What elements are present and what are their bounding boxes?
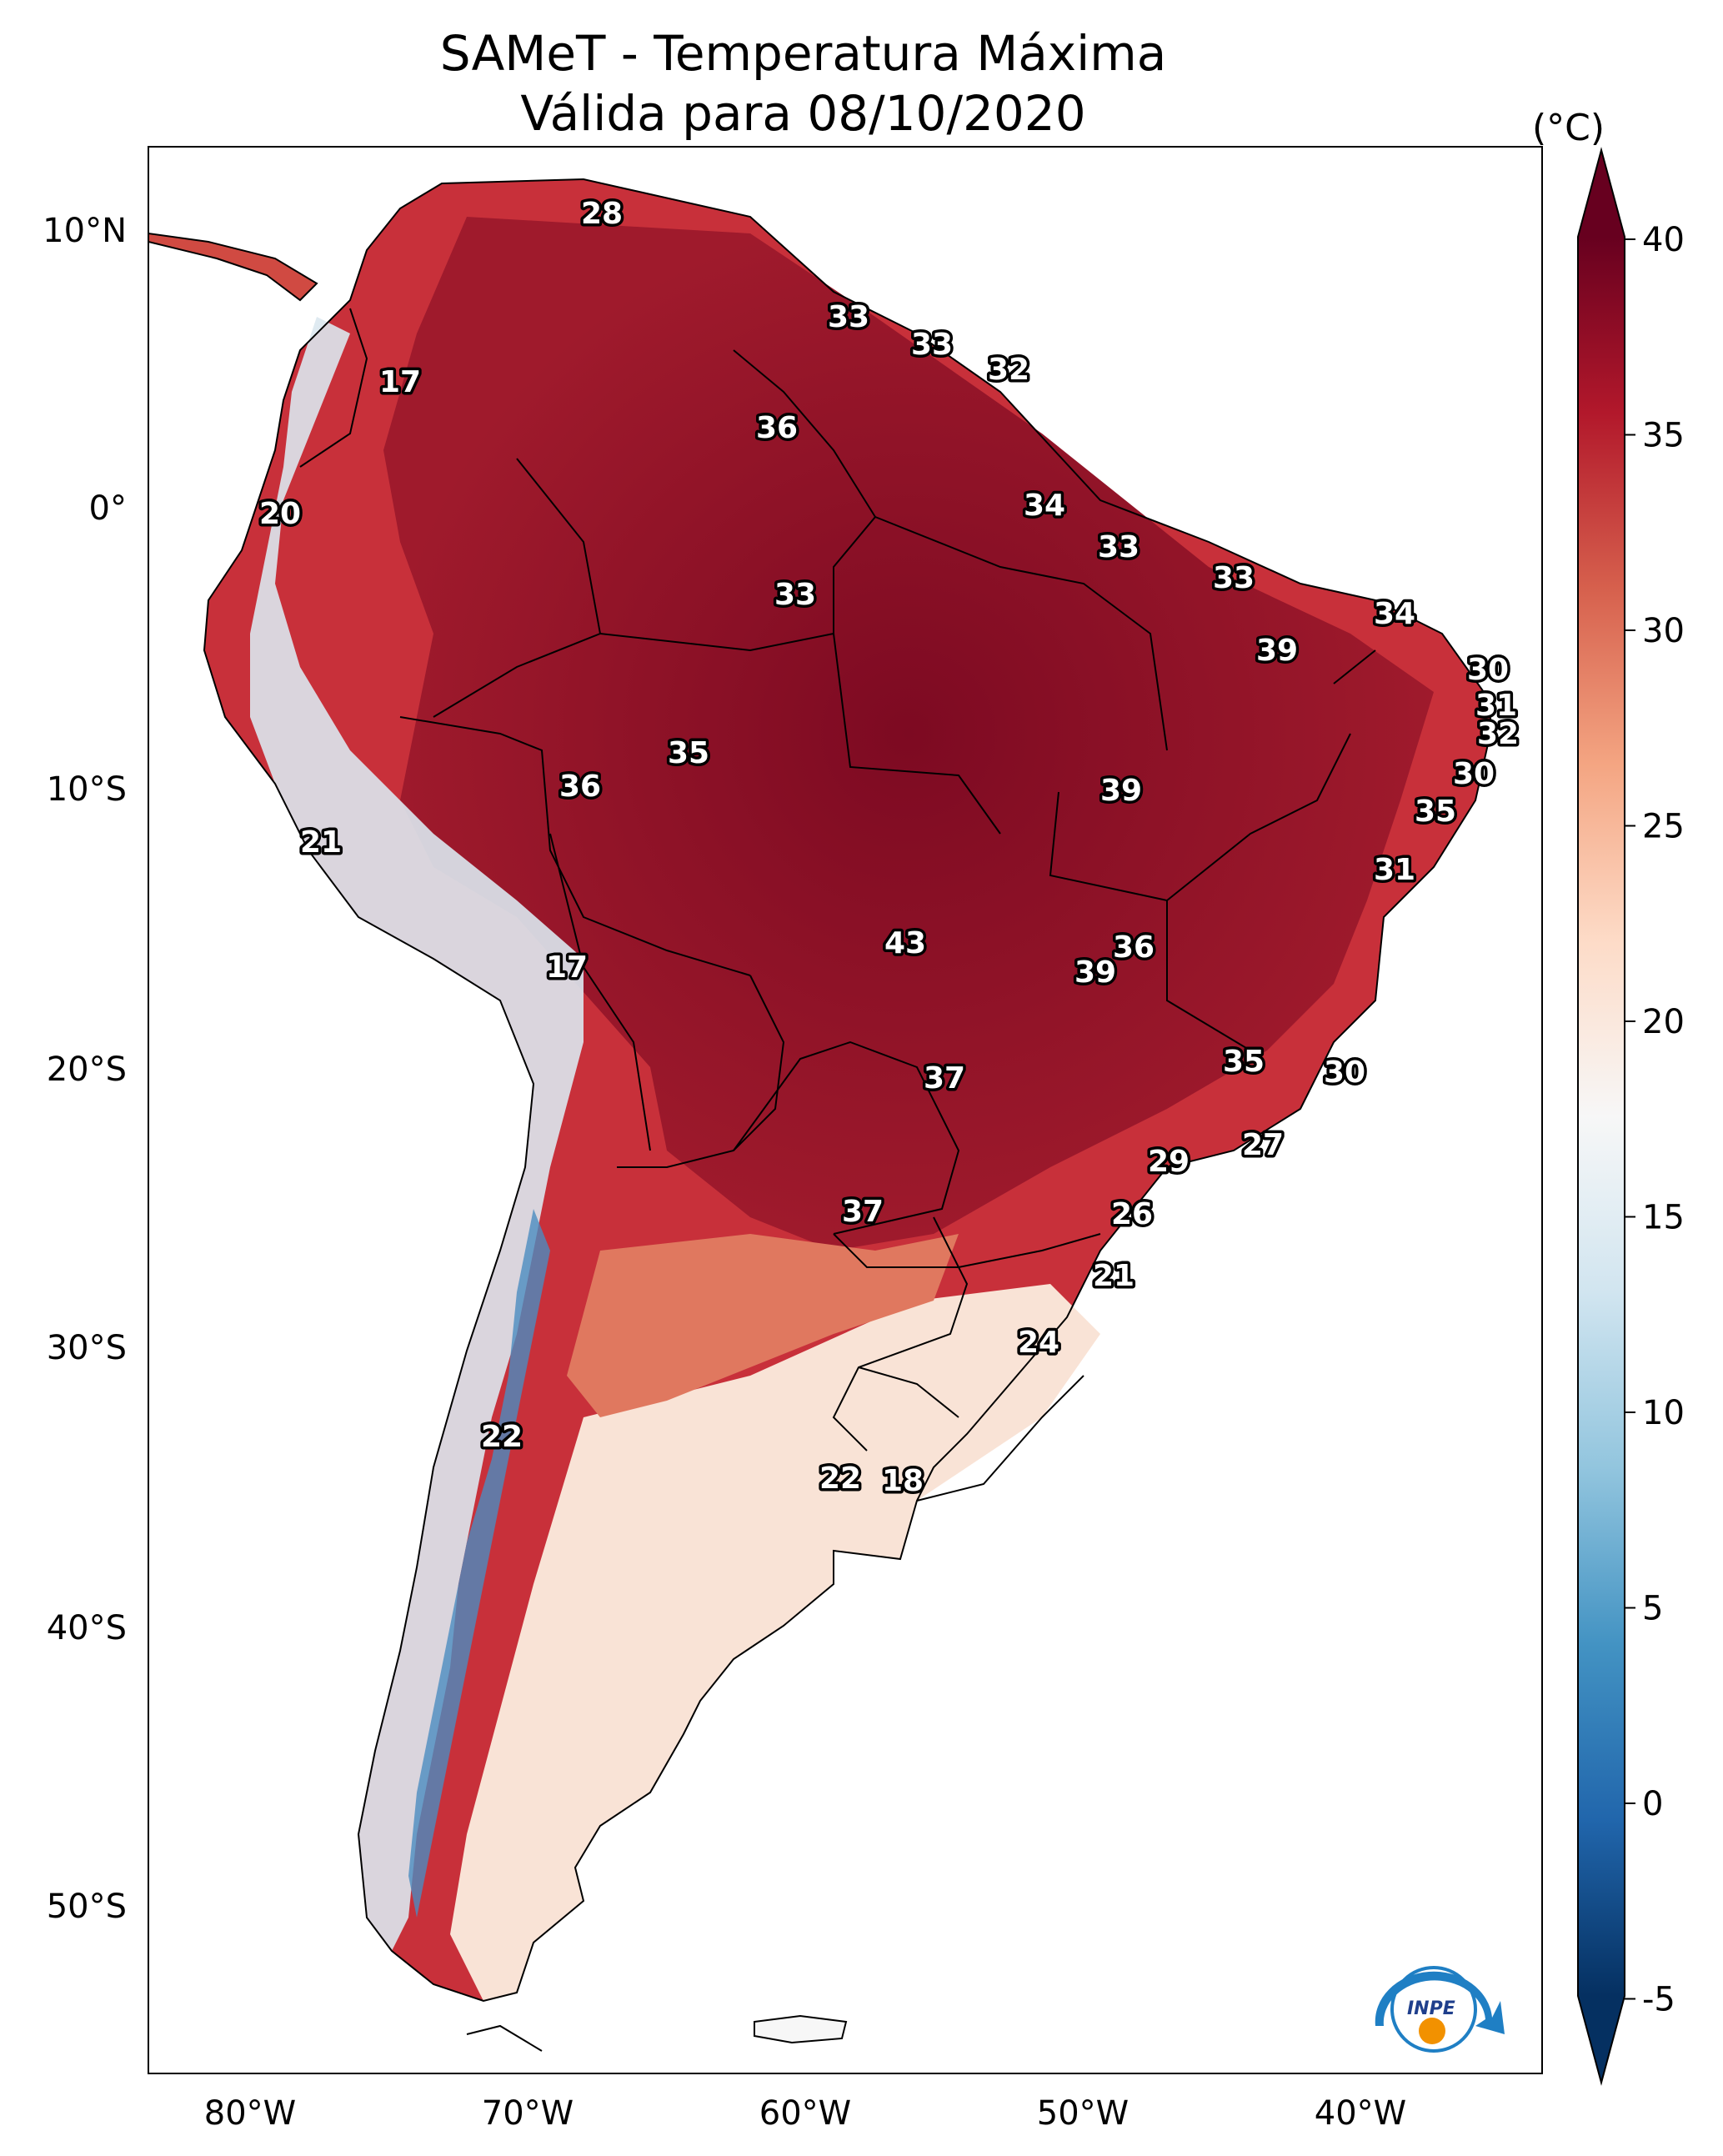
temp-label: 33 — [774, 578, 816, 612]
temperature-labels: 28 33 33 32 17 36 20 34 33 33 33 34 39 3… — [256, 194, 1521, 1502]
colorbar-tick-label: 25 — [1642, 808, 1685, 846]
temp-label: 28 — [581, 197, 623, 231]
colorbar-tick-label: 5 — [1642, 1590, 1663, 1628]
colorbar-tick-label: 35 — [1642, 417, 1685, 455]
temp-label: 39 — [1100, 774, 1142, 808]
temp-label: 43 — [884, 926, 926, 960]
lat-tick: 30°S — [47, 1329, 127, 1367]
lon-tick: 50°W — [1037, 2094, 1129, 2133]
temp-label: 30 — [1453, 757, 1495, 791]
temp-label: 27 — [1242, 1128, 1284, 1162]
title-line-1: SAMeT - Temperatura Máxima — [439, 25, 1167, 82]
coastline — [203, 178, 1494, 2003]
temp-label: 36 — [1113, 930, 1155, 965]
andes-blue-core — [408, 1209, 550, 1918]
lat-tick: 20°S — [47, 1050, 127, 1089]
temp-label: 20 — [259, 497, 301, 531]
temp-label: 26 — [1111, 1197, 1153, 1231]
temp-label: 32 — [1477, 717, 1519, 751]
temp-label: 39 — [1256, 634, 1298, 668]
colorbar-tick-label: -5 — [1642, 1981, 1675, 2019]
colorbar-unit: (°C) — [1532, 107, 1605, 149]
temp-label: 35 — [668, 736, 709, 770]
temp-label: 31 — [1475, 689, 1517, 723]
temp-label: 18 — [882, 1464, 924, 1498]
temp-label: 34 — [1374, 597, 1415, 631]
andes-cool-band — [250, 317, 584, 1951]
temp-label: 36 — [756, 411, 798, 445]
temp-label: 39 — [1074, 955, 1116, 990]
lat-tick: 0° — [89, 489, 127, 528]
temp-label: 35 — [1223, 1045, 1265, 1079]
colorbar-tick-label: 15 — [1642, 1199, 1685, 1237]
colorbar-min-arrow — [1578, 1996, 1625, 2083]
colorbar-tick-label: 40 — [1642, 221, 1685, 259]
colorbar: 40 35 30 25 20 15 10 5 0 -5 — [1577, 147, 1685, 2086]
temp-label: 21 — [1093, 1259, 1134, 1293]
temp-label: 33 — [1213, 561, 1255, 595]
temp-label: 30 — [1467, 653, 1509, 687]
central-america — [148, 232, 318, 302]
lat-tick: 50°S — [47, 1888, 127, 1926]
inpe-logo-text: INPE — [1407, 1998, 1455, 2019]
temp-label: 35 — [1415, 795, 1456, 829]
temp-label: 36 — [559, 770, 601, 804]
colorbar-tick-label: 20 — [1642, 1003, 1685, 1041]
map-frame — [148, 146, 1543, 2074]
temp-label: 37 — [924, 1061, 965, 1096]
colorbar-gradient — [1578, 237, 1625, 1996]
temp-label: 22 — [481, 1420, 523, 1454]
temp-label: 34 — [1024, 489, 1065, 523]
lon-tick: 60°W — [759, 2094, 851, 2133]
pampas-warm-region — [567, 1234, 959, 1417]
country-borders — [299, 308, 1376, 2052]
temp-label: 17 — [379, 365, 421, 399]
lon-tick: 70°W — [482, 2094, 573, 2133]
lat-tick: 10°S — [47, 770, 127, 809]
colorbar-max-arrow — [1578, 150, 1625, 237]
temp-label: 33 — [1098, 530, 1139, 564]
map-title: SAMeT - Temperatura Máxima Válida para 0… — [0, 23, 1723, 143]
temp-label: 30 — [1324, 1055, 1365, 1090]
latitude-ticks: 10°N 0° 10°S 20°S 30°S 40°S 50°S — [43, 212, 127, 1926]
falkland-islands — [754, 2014, 848, 2044]
temp-label: 29 — [1148, 1145, 1190, 1179]
temp-label: 24 — [1018, 1326, 1059, 1360]
lat-tick: 10°N — [43, 212, 127, 250]
temp-label: 33 — [828, 300, 869, 334]
title-line-2: Válida para 08/10/2020 — [520, 85, 1086, 142]
temp-label: 21 — [300, 825, 342, 860]
inpe-logo: INPE — [1375, 1966, 1505, 2053]
temp-label: 37 — [842, 1195, 884, 1229]
hot-region — [383, 217, 1434, 1251]
temp-label: 22 — [819, 1462, 861, 1496]
temp-label: 33 — [911, 328, 953, 362]
longitude-ticks: 80°W 70°W 60°W 50°W 40°W — [204, 2094, 1406, 2133]
temp-label: 17 — [546, 950, 588, 985]
temp-label: 31 — [1374, 853, 1415, 887]
colorbar-tick-label: 10 — [1642, 1394, 1685, 1432]
temp-label: 32 — [988, 353, 1029, 387]
lat-tick: 40°S — [47, 1609, 127, 1647]
lon-tick: 40°W — [1315, 2094, 1406, 2133]
colorbar-tick-label: 0 — [1642, 1785, 1663, 1823]
lon-tick: 80°W — [204, 2094, 296, 2133]
colorbar-tick-label: 30 — [1642, 612, 1685, 650]
